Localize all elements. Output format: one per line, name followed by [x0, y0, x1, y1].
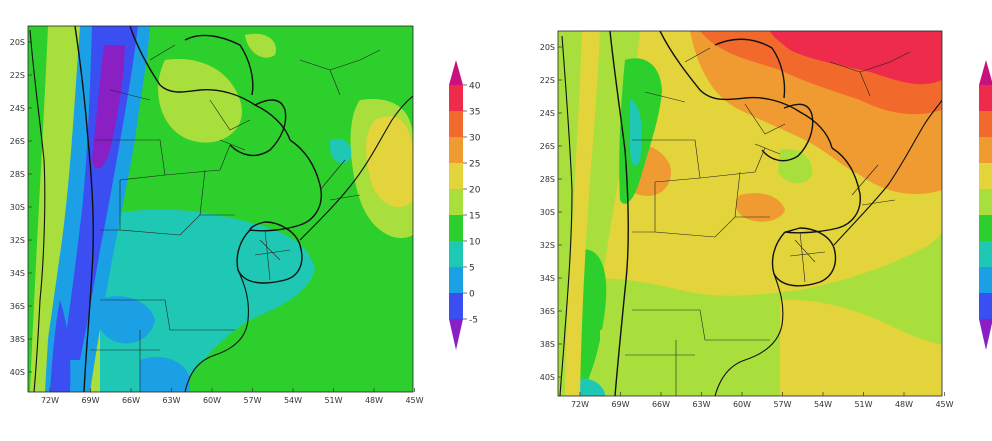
left-field: [28, 26, 413, 392]
colorbar-right-segment: [979, 111, 992, 137]
lat-label: 20S: [10, 38, 25, 47]
lon-label: 66W: [122, 396, 140, 405]
right-latitude-labels: 20S 22S 24S 26S 28S 30S 32S 34S 36S 38S 40S: [540, 43, 562, 382]
colorbar-segment: [449, 163, 463, 189]
lat-label: 34S: [540, 274, 555, 283]
map-left: 20S 22S 24S 26S 28S 30S 32S 34S 36S 38S 40S 72W 69W…: [10, 25, 424, 405]
colorbar-label: 10: [469, 238, 481, 248]
colorbar: 40 35 30 25 20 15 10 5 0 -5: [449, 60, 481, 350]
lon-label: 69W: [81, 396, 99, 405]
lat-label: 40S: [10, 368, 25, 377]
colorbar-segment: [449, 215, 463, 241]
lon-label: 45W: [405, 396, 423, 405]
lat-label: 28S: [540, 175, 555, 184]
colorbar-label: 40: [469, 82, 481, 92]
lat-label: 22S: [10, 71, 25, 80]
colorbar-segment: [449, 189, 463, 215]
lat-label: 32S: [540, 241, 555, 250]
colorbar-bottom-arrow: [449, 319, 463, 350]
lon-label: 63W: [692, 400, 710, 409]
colorbar-right-segment: [979, 293, 992, 319]
lon-label: 69W: [611, 400, 629, 409]
colorbar-right-segment: [979, 189, 992, 215]
lon-label: 54W: [814, 400, 832, 409]
lon-label: 57W: [773, 400, 791, 409]
lat-label: 20S: [540, 43, 555, 52]
lat-label: 26S: [10, 137, 25, 146]
lat-label: 32S: [10, 236, 25, 245]
right-borders: [559, 31, 942, 396]
lon-label: 48W: [365, 396, 383, 405]
lon-label: 60W: [733, 400, 751, 409]
left-frame: [27, 25, 414, 393]
colorbar-segment: [449, 293, 463, 319]
colorbar-label: -5: [469, 316, 478, 326]
colorbar-right-segment: [979, 267, 992, 293]
left-latitude-labels: 20S 22S 24S 26S 28S 30S 32S 34S 36S 38S 40S: [10, 38, 32, 377]
lon-label: 57W: [243, 396, 261, 405]
left-borders: [29, 26, 413, 392]
colorbar-right-segment: [979, 137, 992, 163]
colorbar-label: 25: [469, 160, 480, 170]
lon-label: 72W: [41, 396, 59, 405]
colorbar-label: 0: [469, 290, 475, 300]
lon-label: 48W: [895, 400, 913, 409]
lat-label: 30S: [540, 208, 555, 217]
colorbar-top-arrow: [449, 60, 463, 85]
lat-label: 38S: [10, 335, 25, 344]
colorbar-segment: [449, 85, 463, 111]
colorbar-right-bottom-arrow: [979, 319, 992, 350]
colorbar-label: 20: [469, 186, 481, 196]
colorbar-segment: [449, 137, 463, 163]
left-longitude-labels: 72W 69W 66W 63W 60W 57W 54W 51W 48W 45W: [41, 388, 424, 405]
colorbar-right-segment: [979, 241, 992, 267]
lat-label: 22S: [540, 76, 555, 85]
colorbar-labels: 40 35 30 25 20 15 10 5 0 -5: [463, 82, 481, 326]
lat-label: 36S: [540, 307, 555, 316]
map-right: 20S 22S 24S 26S 28S 30S 32S 34S 36S 38S 40S 72W 69W…: [540, 30, 954, 409]
lat-label: 30S: [10, 203, 25, 212]
colorbar-right-segment: [979, 215, 992, 241]
lat-label: 24S: [540, 109, 555, 118]
colorbar-label: 30: [469, 134, 481, 144]
right-field: [558, 31, 942, 396]
lat-label: 26S: [540, 142, 555, 151]
colorbar-right-partial: [979, 60, 992, 350]
colorbar-label: 5: [469, 264, 475, 274]
right-frame: [557, 30, 943, 397]
lon-label: 51W: [854, 400, 872, 409]
colorbar-right-segment: [979, 85, 992, 111]
colorbar-right-top-arrow: [979, 60, 992, 85]
colorbar-segment: [449, 241, 463, 267]
colorbar-label: 15: [469, 212, 480, 222]
lon-label: 51W: [324, 396, 342, 405]
colorbar-right-segment: [979, 163, 992, 189]
lon-label: 60W: [203, 396, 221, 405]
lat-label: 38S: [540, 340, 555, 349]
lat-label: 34S: [10, 269, 25, 278]
colorbar-label: 35: [469, 108, 480, 118]
lat-label: 36S: [10, 302, 25, 311]
lon-label: 66W: [652, 400, 670, 409]
lat-label: 24S: [10, 104, 25, 113]
lon-label: 63W: [162, 396, 180, 405]
lon-label: 45W: [935, 400, 953, 409]
lat-label: 28S: [10, 170, 25, 179]
colorbar-segment: [449, 111, 463, 137]
lon-label: 72W: [571, 400, 589, 409]
right-longitude-labels: 72W 69W 66W 63W 60W 57W 54W 51W 48W 45W: [571, 392, 954, 409]
lat-label: 40S: [540, 373, 555, 382]
lon-label: 54W: [284, 396, 302, 405]
colorbar-segment: [449, 267, 463, 293]
